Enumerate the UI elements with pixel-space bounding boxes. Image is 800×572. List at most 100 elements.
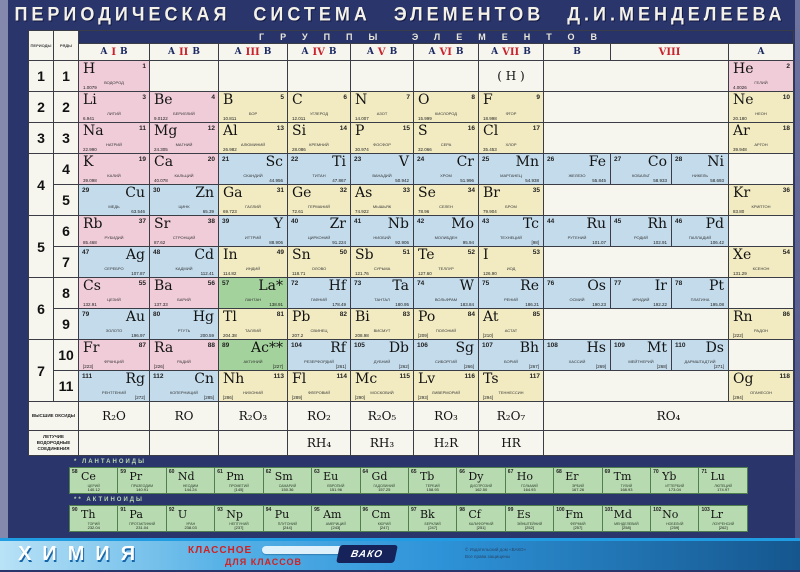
atomic-number: 66 <box>459 469 465 475</box>
element-symbol: Fe <box>588 154 606 170</box>
empty-cell <box>729 154 793 184</box>
hydride-formula: HR <box>501 436 521 450</box>
element-symbol: Pu <box>274 508 290 521</box>
atomic-number: 85 <box>532 311 540 318</box>
atomic-number: 107 <box>482 342 493 349</box>
element-name: ВАНАДИЙ <box>372 173 392 178</box>
atomic-mass: [257] <box>573 525 583 530</box>
atomic-number: 55 <box>138 280 146 287</box>
atomic-number: 50 <box>339 249 347 256</box>
series-2: 2 <box>54 92 78 122</box>
atomic-number: 99 <box>507 507 514 513</box>
atomic-number: 80 <box>153 311 161 318</box>
element-Tb: 65 Tb ТЕРБИЙ 158.93 <box>407 467 458 494</box>
atomic-number: 43 <box>482 218 490 225</box>
element-symbol: Co <box>647 154 667 170</box>
oxides-label-cell: ВЫСШИЕ ОКСИДЫ <box>29 402 78 430</box>
element-symbol: Nd <box>177 470 195 483</box>
atomic-mass: 54.938 <box>525 178 539 183</box>
element-U: 92 U УРАН 238.03 <box>165 505 216 532</box>
hydride-formula-3 <box>219 431 287 455</box>
oxide-formula: RO₂ <box>307 409 331 423</box>
atomic-mass: 78.96 <box>418 209 430 214</box>
lanthanides-row: 58 Ce ЦЕРИЙ 140.12 59 Pr ПРАЗЕОДИМ 140.91 60 Nd НЕ… <box>69 467 748 494</box>
atomic-number: 67 <box>507 469 514 475</box>
empty-cell <box>729 278 793 308</box>
element-name: РАДИЙ <box>177 359 191 364</box>
empty-cell <box>544 61 728 91</box>
atomic-number: 54 <box>782 249 790 256</box>
element-symbol: Na <box>83 123 104 139</box>
element-name: ТАНТАЛ <box>374 297 390 302</box>
subgroup-a-label: A <box>491 47 499 57</box>
element-name: ГОЛЬМИЙ <box>521 484 538 488</box>
atomic-mass: 150.36 <box>281 487 294 492</box>
element-name: ИТТРИЙ <box>244 235 262 240</box>
group-header-6: A VI B <box>414 44 478 60</box>
element-Cu: 29 Cu МЕДЬ 63.546 <box>79 185 149 215</box>
series-number: 9 <box>62 316 70 332</box>
element-symbol: As <box>355 185 373 201</box>
empty-cell <box>414 61 478 91</box>
element-symbol: Po <box>418 309 436 325</box>
element-name: УРАН <box>185 522 196 526</box>
element-Tm: 69 Tm ТУЛИЙ 168.93 <box>601 467 652 494</box>
atomic-mass: [258] <box>621 525 631 530</box>
group-header-7: A VII B <box>479 44 543 60</box>
atomic-number: 36 <box>782 187 790 194</box>
atomic-number: 45 <box>614 218 622 225</box>
element-Cl: 17 Cl ХЛОР 35.453 <box>479 123 543 153</box>
element-symbol: He <box>733 61 754 77</box>
atomic-number: 14 <box>339 125 347 132</box>
atomic-mass: [145] <box>234 487 244 492</box>
empty-cell <box>219 61 287 91</box>
atomic-number: 103 <box>701 507 710 513</box>
element-symbol: Es <box>516 508 531 521</box>
series-number: 11 <box>58 378 74 394</box>
element-H: 1 H ВОДОРОД 1.0079 <box>79 61 149 91</box>
element-symbol: W <box>459 278 474 294</box>
element-Pr: 59 Pr ПРАЗЕОДИМ 140.91 <box>117 467 167 494</box>
atomic-mass: [267] <box>528 364 539 369</box>
series-4: 4 <box>54 154 78 184</box>
element-symbol: Sg <box>455 340 474 356</box>
subgroup-b-label: B <box>263 47 272 57</box>
oxide-formula-3: R₂O₃ <box>219 402 287 430</box>
element-Br: 35 Br БРОМ 79.904 <box>479 185 543 215</box>
element-I: 53 I ИОД 126.90 <box>479 247 543 277</box>
element-Pb: 82 Pb СВИНЕЦ 207.2 <box>288 309 350 339</box>
atomic-number: 28 <box>675 156 683 163</box>
atomic-number: 6 <box>343 94 347 101</box>
oxide-formula-8: RO₄ <box>544 402 793 430</box>
element-symbol: Fl <box>292 371 307 387</box>
atomic-number: 115 <box>399 373 411 380</box>
right-margin-strip <box>795 0 800 540</box>
atomic-mass: [251] <box>476 525 486 530</box>
hydrides-row-label: ЛЕТУЧИЕ ВОДОРОДНЫЕ СОЕДИНЕНИЯ <box>36 434 71 451</box>
element-symbol: Y <box>273 216 283 232</box>
atomic-number: 51 <box>402 249 410 256</box>
series-number: 5 <box>62 192 70 208</box>
hydride-formula: RH₄ <box>306 436 332 450</box>
atomic-number: 87 <box>138 342 146 349</box>
empty-cell <box>729 340 793 370</box>
oxide-formula: RO₃ <box>434 409 458 423</box>
element-Os: 76 Os ОСМИЙ 190.23 <box>544 278 610 308</box>
atomic-mass: 151.96 <box>329 487 342 492</box>
copyright-line-1: © Издательский дом «ВАКО» <box>465 547 527 552</box>
element-symbol: Ir <box>654 278 667 294</box>
atomic-number: 3 <box>142 94 146 101</box>
atomic-number: 52 <box>467 249 475 256</box>
element-name: ЛОУРЕНСИЙ <box>712 522 735 526</box>
element-name: ТЕННЕССИН <box>498 390 524 395</box>
element-symbol: I <box>483 247 489 263</box>
element-symbol: Mn <box>515 154 539 170</box>
element-symbol: Al <box>223 123 238 139</box>
atomic-mass: 35.453 <box>483 147 497 152</box>
empty-cell <box>544 185 728 215</box>
element-Md: 101 Md МЕНДЕЛЕВИЙ [258] <box>601 505 652 532</box>
atomic-number: 31 <box>276 187 284 194</box>
element-symbol: S <box>418 123 428 139</box>
atomic-mass: 4.0026 <box>733 85 747 90</box>
